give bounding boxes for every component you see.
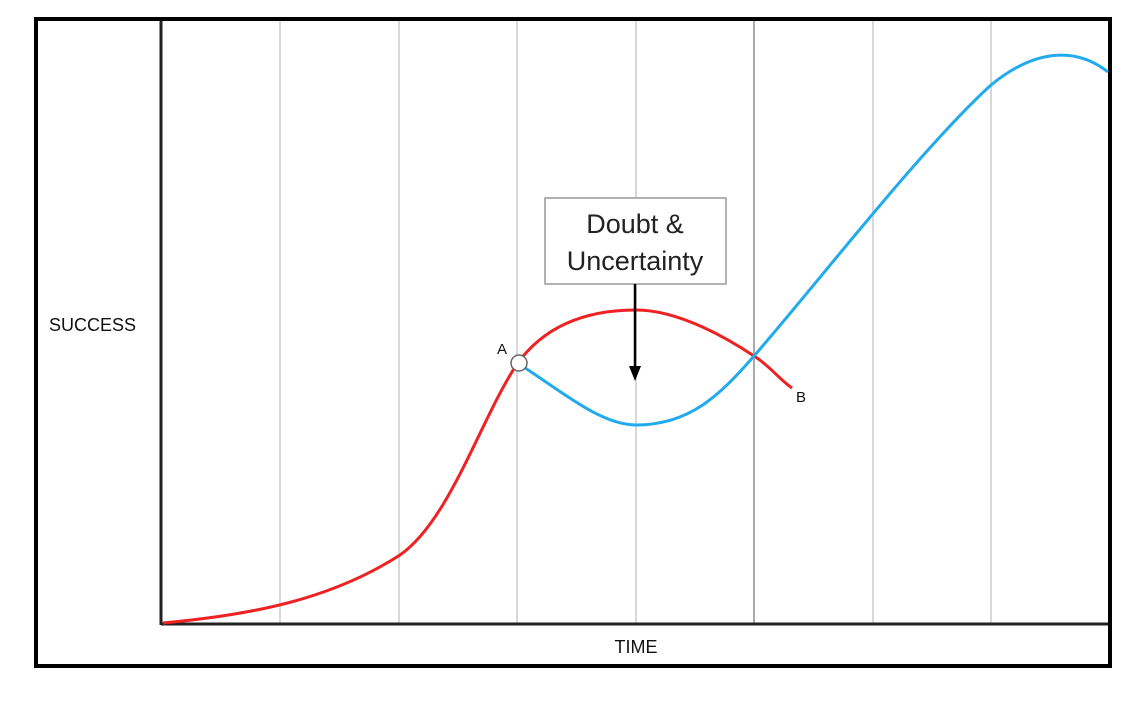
point-b-label: B [796, 389, 806, 406]
callout-arrow-head [629, 366, 641, 381]
point-a-marker [510, 354, 528, 372]
grid-lines [279, 21, 992, 624]
callout-box [544, 197, 727, 285]
y-axis-label: SUCCESS [49, 315, 136, 335]
callout-line-1: Doubt & [586, 209, 684, 239]
x-axis-label: TIME [615, 637, 658, 657]
callout-line-2: Uncertainty [567, 246, 704, 276]
outer-frame [34, 17, 1112, 668]
actual-path-curve [518, 53, 1109, 427]
point-a-label: A [497, 341, 507, 358]
